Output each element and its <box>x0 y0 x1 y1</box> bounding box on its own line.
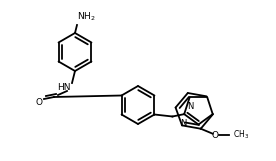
Text: NH$_2$: NH$_2$ <box>77 10 95 23</box>
Text: CH$_3$: CH$_3$ <box>233 128 249 141</box>
Text: O: O <box>36 98 43 106</box>
Text: N: N <box>187 102 194 111</box>
Text: HN: HN <box>57 82 71 91</box>
Text: O: O <box>211 131 218 140</box>
Text: N: N <box>180 119 186 128</box>
